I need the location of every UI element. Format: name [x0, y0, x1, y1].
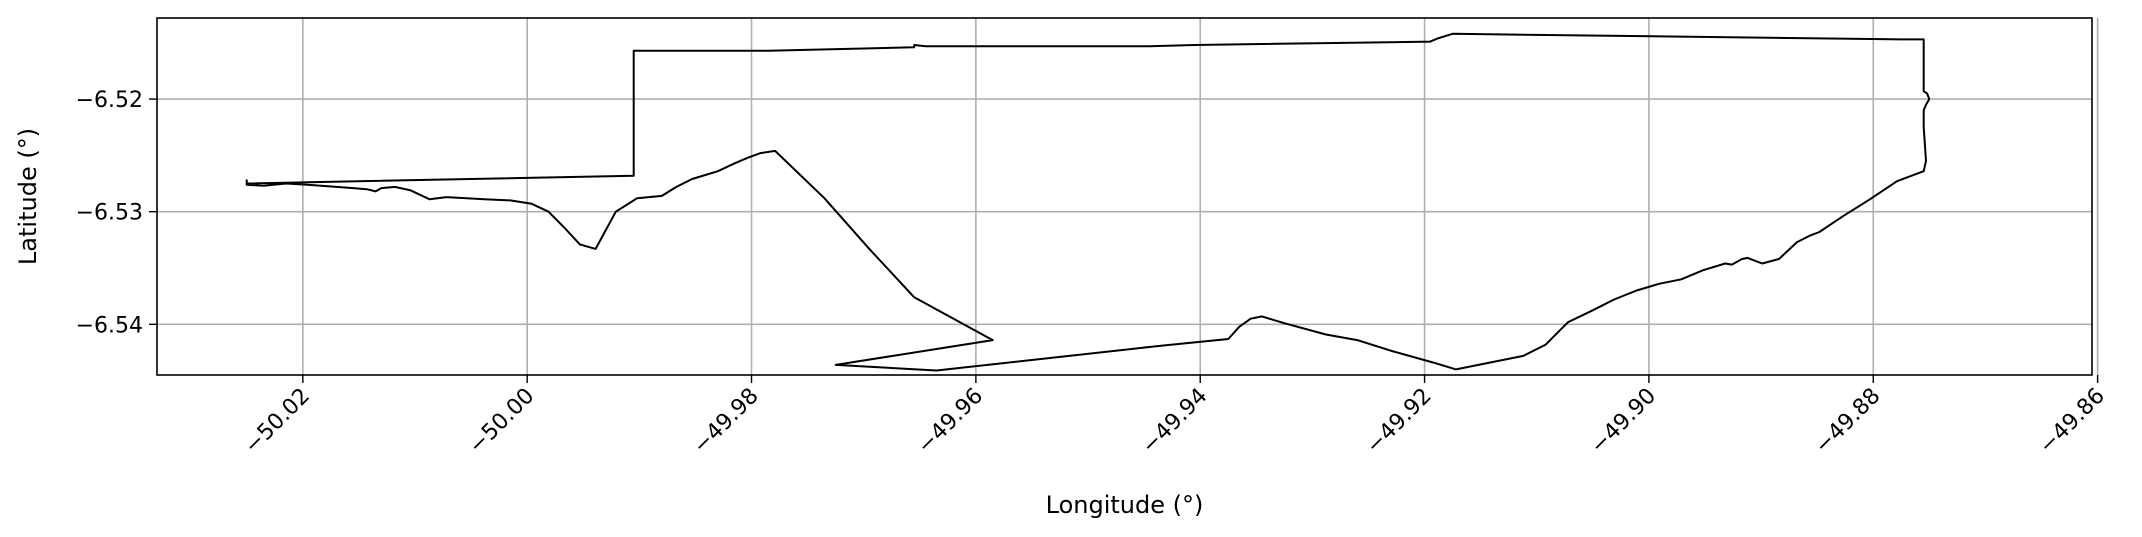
y-tick-label: −6.53 [76, 201, 143, 226]
y-axis-ticks: −6.52 −6.53 −6.54 [76, 88, 157, 338]
y-tick-label: −6.52 [76, 88, 143, 113]
y-tick-label: −6.54 [76, 313, 143, 338]
series-line [245, 32, 1931, 372]
grid [157, 18, 2099, 375]
y-axis-label: Latitude (°) [14, 128, 42, 265]
plot-frame [156, 17, 2093, 376]
x-axis-label: Longitude (°) [1046, 491, 1204, 519]
series-layer [245, 32, 1931, 372]
